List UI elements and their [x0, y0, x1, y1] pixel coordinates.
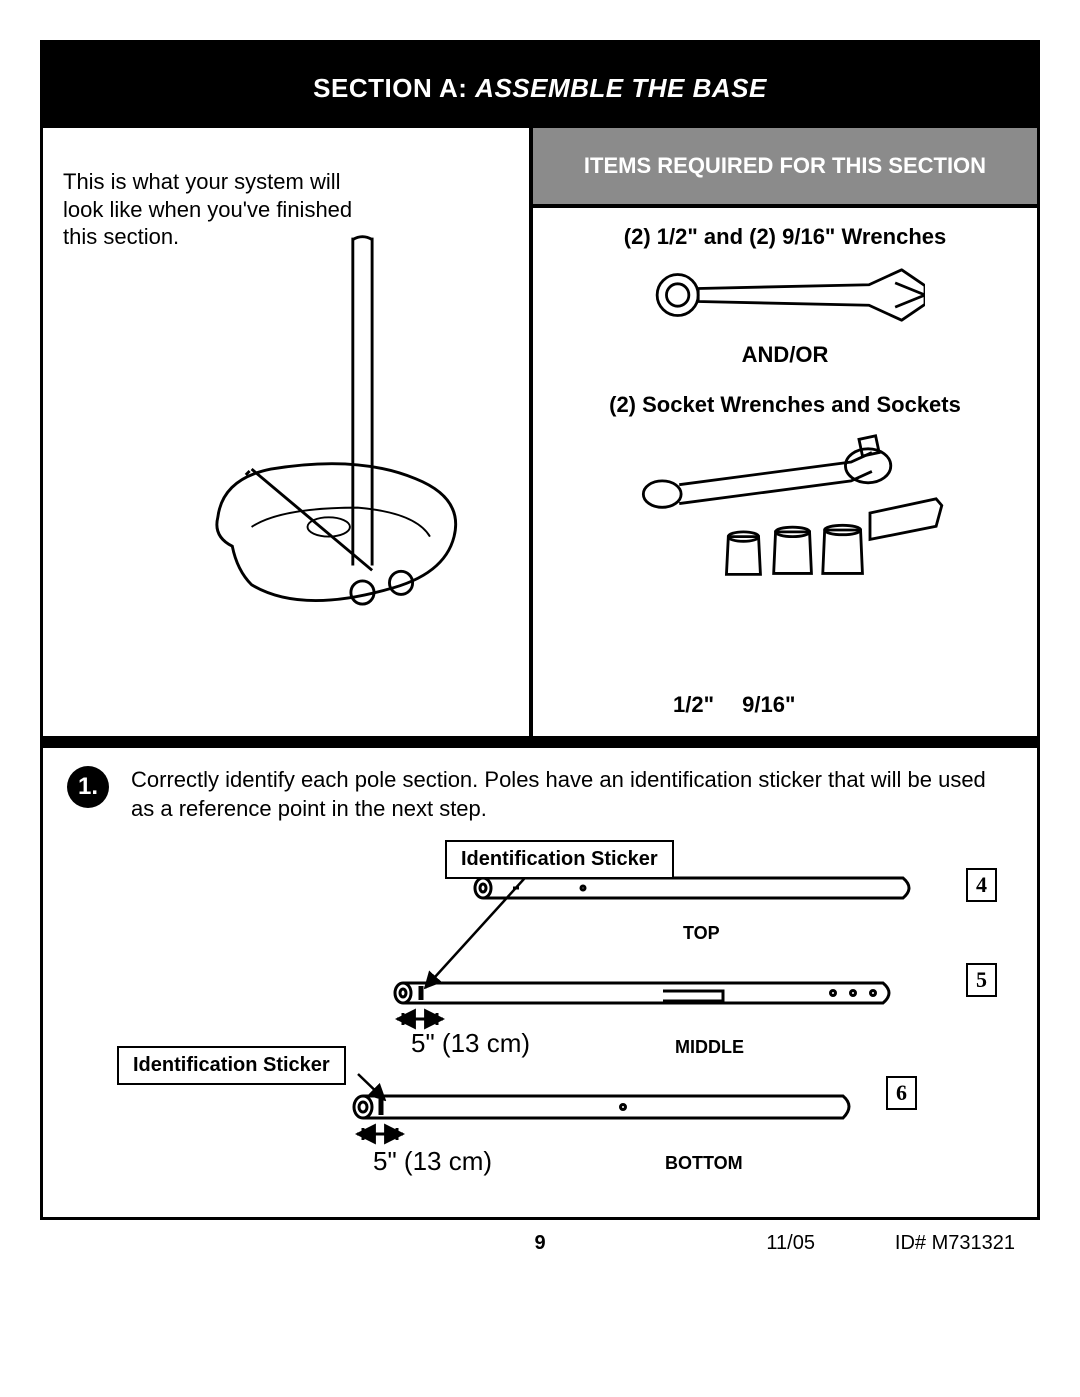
wrench-icon	[645, 260, 925, 330]
step1-panel: 1. Correctly identify each pole section.…	[43, 748, 1037, 1188]
section-title: SECTION A: ASSEMBLE THE BASE	[43, 43, 1037, 128]
step-number-badge: 1.	[67, 766, 109, 808]
socket-wrench-icon	[620, 428, 950, 598]
step-row: 1. Correctly identify each pole section.…	[67, 766, 1013, 823]
socket-sizes: 1/2" 9/16"	[673, 692, 817, 718]
size-nine-sixteenth: 9/16"	[742, 692, 795, 717]
step-text: Correctly identify each pole section. Po…	[131, 766, 1013, 823]
part-badge-5: 5	[966, 963, 997, 997]
section-prefix: SECTION A:	[313, 73, 467, 103]
preview-panel: This is what your system will look like …	[43, 128, 533, 736]
dim-middle: 5" (13 cm)	[411, 1028, 530, 1059]
upper-panel: This is what your system will look like …	[43, 128, 1037, 748]
assembled-base-illustration	[193, 228, 503, 633]
section-name: ASSEMBLE THE BASE	[475, 73, 767, 103]
and-or-label: AND/OR	[553, 342, 1017, 368]
part-badge-6: 6	[886, 1076, 917, 1110]
items-required-panel: ITEMS REQUIRED FOR THIS SECTION (2) 1/2"…	[533, 128, 1037, 736]
dim-bottom: 5" (13 cm)	[373, 1146, 492, 1177]
identification-sticker-callout-top: Identification Sticker	[445, 840, 674, 879]
items-required-header: ITEMS REQUIRED FOR THIS SECTION	[533, 128, 1037, 208]
page-frame: SECTION A: ASSEMBLE THE BASE This is wha…	[40, 40, 1040, 1220]
part-badge-4: 4	[966, 868, 997, 902]
wrenches-label: (2) 1/2" and (2) 9/16" Wrenches	[553, 224, 1017, 250]
pole-label-top: TOP	[683, 923, 720, 944]
footer-date: 11/05	[766, 1232, 815, 1255]
identification-sticker-callout-bottom: Identification Sticker	[117, 1046, 346, 1085]
pole-label-middle: MIDDLE	[675, 1037, 744, 1058]
pole-diagram	[303, 838, 1003, 1168]
items-required-body: (2) 1/2" and (2) 9/16" Wrenches AND/OR (…	[533, 208, 1037, 736]
footer-doc-id: ID# M731321	[895, 1232, 1015, 1255]
sockets-label: (2) Socket Wrenches and Sockets	[553, 392, 1017, 418]
page-number: 9	[40, 1232, 1040, 1255]
pole-label-bottom: BOTTOM	[665, 1153, 743, 1174]
size-half-inch: 1/2"	[673, 692, 714, 717]
